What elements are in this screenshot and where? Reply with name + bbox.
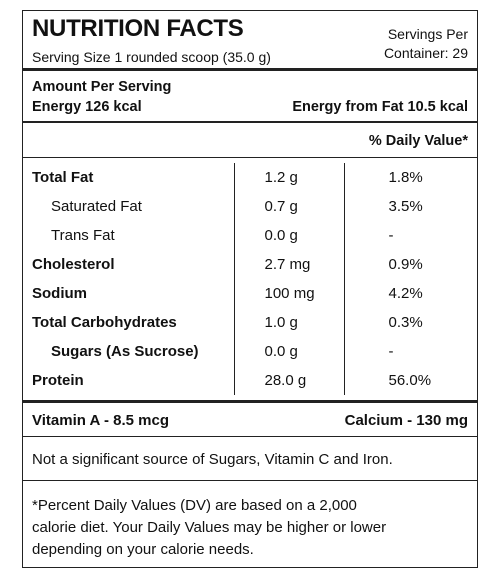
daily-value: -	[388, 343, 394, 360]
table-row: Total Carbohydrates 1.0 g 0.3%	[23, 308, 477, 337]
text-line: Servings Per	[387, 26, 468, 42]
amount: 0.0 g	[233, 221, 345, 250]
nutrient-name: Saturated Fat	[51, 198, 142, 215]
daily-value: 0.9%	[388, 256, 423, 273]
amount-heading: Amount Per Serving	[32, 79, 172, 95]
footnote: *Percent Daily Values (DV) are based on …	[23, 481, 477, 561]
daily-value: 1.8%	[388, 169, 423, 186]
amount: 0.0 g	[233, 337, 345, 366]
header: NUTRITION FACTS Serving Size 1 rounded s…	[23, 11, 477, 71]
amount: 2.7 mg	[233, 250, 345, 279]
daily-value: 4.2%	[388, 285, 423, 302]
servings-per-container: Servings Per Container: 29	[384, 25, 468, 63]
nutrient-name: Cholesterol	[32, 256, 115, 273]
amount: 1.2 g	[233, 163, 345, 192]
serving-size: Serving Size 1 rounded scoop (35.0 g)	[32, 49, 271, 65]
vitamin-a: Vitamin A - 8.5 mcg	[32, 412, 169, 429]
amount: 0.7 g	[233, 192, 345, 221]
text-line: *Percent Daily Values (DV) are based on …	[32, 497, 357, 514]
note: Not a significant source of Sugars, Vita…	[23, 437, 477, 481]
text-line: Container: 29	[383, 45, 468, 61]
amount: 28.0 g	[233, 366, 345, 395]
table-row: Sodium 100 mg 4.2%	[23, 279, 477, 308]
nutrient-name: Total Fat	[32, 169, 94, 186]
table-row: Cholesterol 2.7 mg 0.9%	[23, 250, 477, 279]
table-row: Total Fat 1.2 g 1.8%	[23, 163, 477, 192]
nutrient-name: Protein	[32, 372, 84, 389]
daily-value: 56.0%	[388, 372, 432, 389]
nutrient-table: Total Fat 1.2 g 1.8% Saturated Fat 0.7 g 3.5%…	[23, 163, 477, 403]
table-row: Protein 28.0 g 56.0%	[23, 366, 477, 395]
calcium: Calcium - 130 mg	[344, 412, 468, 429]
nutrient-name: Total Carbohydrates	[32, 314, 177, 331]
nutrient-name: Sodium	[32, 285, 87, 302]
text-line: calorie diet. Your Daily Values may be h…	[32, 519, 387, 536]
daily-value: 0.3%	[388, 314, 423, 331]
energy-section: Amount Per Serving Energy 126 kcal Energ…	[23, 71, 477, 123]
table-row: Trans Fat 0.0 g -	[23, 221, 477, 250]
nutrition-label: NUTRITION FACTS Serving Size 1 rounded s…	[22, 10, 478, 568]
table: Total Fat 1.2 g 1.8% Saturated Fat 0.7 g 3.5%…	[23, 163, 477, 395]
vitamins: Vitamin A - 8.5 mcg Calcium - 130 mg	[23, 403, 477, 437]
table-row: Sugars (As Sucrose) 0.0 g -	[23, 337, 477, 366]
title: NUTRITION FACTS	[32, 15, 244, 42]
text-line: depending on your calorie needs.	[32, 541, 254, 558]
nutrient-name: Trans Fat	[51, 227, 115, 244]
amount: 1.0 g	[233, 308, 345, 337]
energy: Energy 126 kcal	[32, 99, 142, 115]
daily-value-heading: % Daily Value*	[23, 123, 477, 158]
daily-value: -	[388, 227, 394, 244]
daily-value: 3.5%	[388, 198, 423, 215]
nutrient-name: Sugars (As Sucrose)	[51, 343, 199, 360]
energy-from-fat: Energy from Fat 10.5 kcal	[292, 99, 468, 115]
table-row: Saturated Fat 0.7 g 3.5%	[23, 192, 477, 221]
amount: 100 mg	[233, 279, 345, 308]
